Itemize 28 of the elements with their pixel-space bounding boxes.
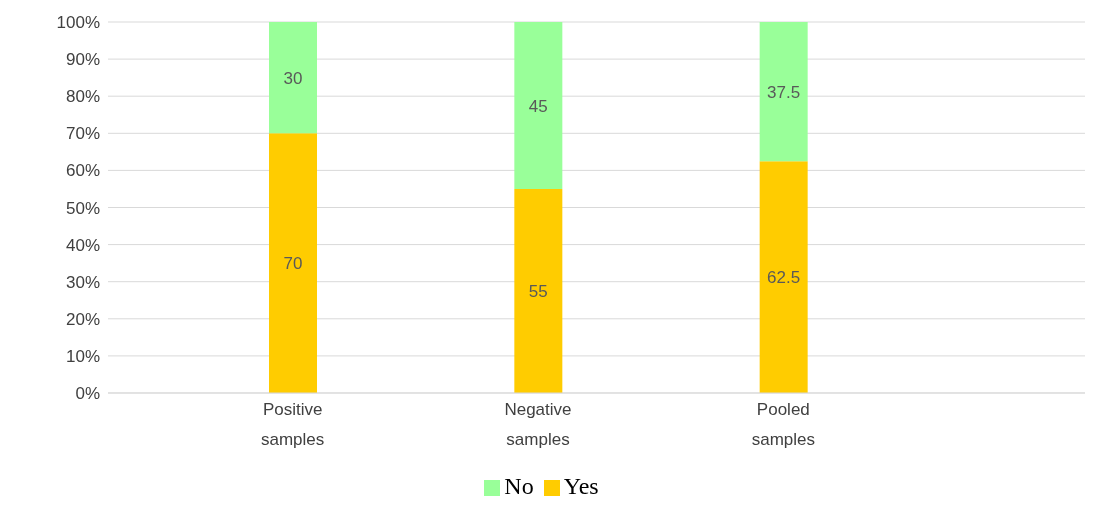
legend-label: No [504, 473, 534, 499]
bar [759, 22, 808, 162]
y-tick-label: 100% [56, 13, 100, 33]
x-tick-label: Negative samples [504, 400, 572, 449]
legend-label: Yes [563, 473, 599, 499]
data-label: 55 [528, 282, 548, 302]
y-tick-label: 20% [65, 309, 100, 329]
data-label: 37.5 [767, 82, 801, 102]
data-label: 45 [528, 96, 548, 116]
y-tick-label: 40% [65, 235, 100, 255]
data-label: 62.5 [767, 268, 801, 288]
y-tick-label: 60% [65, 161, 100, 181]
bar [269, 22, 317, 134]
bar [514, 22, 563, 189]
bar [514, 188, 563, 393]
bar [759, 161, 808, 393]
y-tick-label: 50% [65, 198, 100, 218]
x-tick-label: Positive samples [261, 400, 325, 449]
x-tick-label: Pooled samples [751, 400, 815, 449]
y-tick-label: 80% [65, 87, 100, 107]
y-tick-label: 30% [65, 272, 100, 292]
y-tick-label: 10% [65, 346, 100, 366]
bar [269, 133, 317, 393]
data-label: 30 [283, 68, 303, 88]
y-tick-label: 90% [65, 50, 100, 70]
data-label: 70 [283, 254, 303, 274]
y-tick-label: 0% [75, 384, 100, 404]
y-tick-label: 70% [65, 124, 100, 144]
